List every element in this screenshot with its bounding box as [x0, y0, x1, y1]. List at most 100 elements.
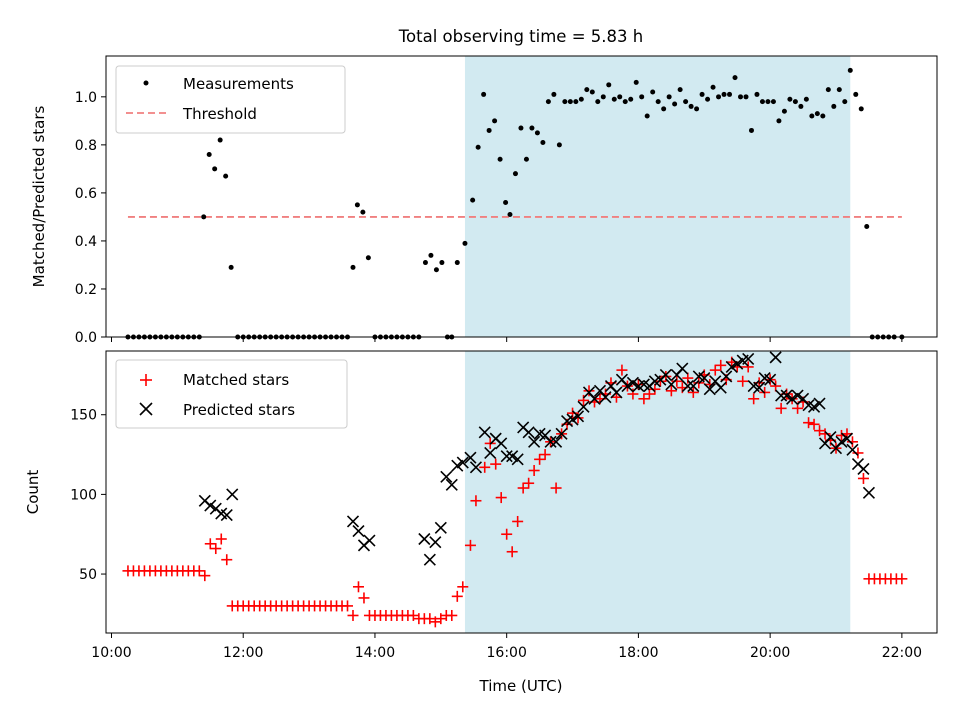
matched-star-point	[857, 472, 869, 484]
measurement-point	[727, 91, 733, 97]
measurement-point	[655, 99, 661, 105]
x-tick-label: 18:00	[618, 645, 658, 661]
measurement-point	[600, 94, 606, 100]
measurement-point	[422, 260, 428, 266]
measurement-point	[694, 106, 700, 112]
predicted-star-point	[204, 499, 217, 512]
matched-star-point	[819, 428, 831, 440]
matched-star-point	[495, 492, 507, 504]
measurement-point	[825, 87, 831, 93]
measurement-point	[732, 75, 738, 81]
matched-star-point	[578, 394, 590, 406]
y-tick-label: 0.8	[75, 138, 97, 154]
measurement-point	[754, 91, 760, 97]
measurement-point	[639, 94, 645, 100]
measurement-point	[433, 267, 439, 273]
predicted-star-point	[423, 553, 436, 566]
legend-threshold-label: Threshold	[182, 105, 257, 123]
legend-predicted-marker	[139, 402, 153, 416]
predicted-star-point	[665, 378, 678, 391]
matched-star-point	[464, 539, 476, 551]
matched-star-point	[803, 417, 815, 429]
legend-predicted-label: Predicted stars	[183, 401, 295, 419]
matched-star-point	[550, 482, 562, 494]
measurement-point	[540, 139, 546, 145]
y-axis-label-bottom: Count	[24, 470, 42, 515]
predicted-star-point	[429, 536, 442, 549]
predicted-star-point	[725, 360, 738, 373]
matched-star-point	[616, 364, 628, 376]
chart-title: Total observing time = 5.83 h	[398, 27, 643, 46]
predicted-star-point	[555, 427, 568, 440]
predicted-star-point	[588, 392, 601, 405]
matched-star-point	[583, 385, 595, 397]
matched-star-point	[506, 546, 518, 558]
matched-star-point	[748, 393, 760, 405]
x-tick-label: 16:00	[487, 645, 527, 661]
measurement-point	[831, 103, 837, 109]
measurement-point	[787, 96, 793, 102]
measurement-point	[503, 200, 509, 206]
predicted-star-point	[346, 515, 360, 528]
matched-star-point	[358, 592, 370, 604]
predicted-star-point	[786, 392, 799, 405]
measurement-point	[611, 96, 617, 102]
measurement-point	[672, 101, 678, 107]
top-panel: 0.0 0.2 0.4 0.6 0.8 1.0 Matched/Predicted sta…	[30, 55, 938, 346]
predicted-star-point	[681, 379, 694, 393]
legend-matched-marker	[140, 374, 152, 386]
measurement-point	[743, 94, 749, 100]
measurement-point	[666, 94, 672, 100]
predicted-star-point	[599, 391, 612, 404]
predicted-star-point	[610, 386, 623, 399]
legend-matched-label: Matched stars	[183, 371, 289, 389]
predicted-star-point	[775, 389, 788, 402]
y-tick-label: 150	[70, 408, 97, 424]
predicted-star-point	[495, 437, 508, 450]
measurement-point	[212, 166, 218, 172]
measurement-point	[683, 99, 689, 105]
measurement-point	[228, 264, 234, 270]
measurement-point	[792, 99, 798, 105]
predicted-star-point	[220, 509, 233, 522]
legend-top: Measurements Threshold	[115, 65, 346, 134]
measurement-point	[765, 99, 771, 105]
y-tick-label: 50	[79, 567, 97, 583]
matched-star-point	[451, 590, 463, 602]
measurement-point	[201, 214, 207, 220]
y-tick-label: 1.0	[75, 90, 97, 106]
measurement-point	[622, 99, 628, 105]
predicted-star-point	[469, 461, 483, 474]
matched-star-point	[770, 380, 782, 392]
measurement-point	[562, 99, 568, 105]
x-tick-label: 20:00	[750, 645, 790, 661]
measurement-point	[350, 264, 356, 270]
matched-star-point	[539, 449, 551, 461]
predicted-star-point	[478, 426, 491, 439]
measurement-point	[847, 67, 853, 73]
predicted-star-point	[522, 426, 535, 439]
predicted-star-point	[577, 400, 590, 413]
measurement-point	[853, 91, 859, 97]
predicted-star-point	[566, 413, 579, 426]
x-axis-label: Time (UTC)	[479, 677, 563, 695]
matched-star-point	[896, 573, 908, 585]
matched-star-point	[193, 565, 205, 577]
matched-star-point	[808, 418, 820, 430]
observing-window-span	[464, 56, 851, 337]
measurement-point	[567, 99, 573, 105]
predicted-star-point	[791, 389, 804, 402]
predicted-star-point	[659, 368, 672, 381]
measurement-point	[534, 130, 540, 136]
matched-star-point	[665, 385, 677, 397]
measurement-point	[716, 94, 722, 100]
predicted-star-point	[714, 381, 727, 394]
measurement-point	[486, 127, 492, 133]
matched-star-point	[792, 402, 804, 414]
matched-star-point	[204, 538, 216, 550]
measurement-point	[556, 142, 562, 148]
measurement-point	[688, 103, 694, 109]
measurement-point	[439, 260, 445, 266]
matched-star-point	[846, 436, 858, 448]
